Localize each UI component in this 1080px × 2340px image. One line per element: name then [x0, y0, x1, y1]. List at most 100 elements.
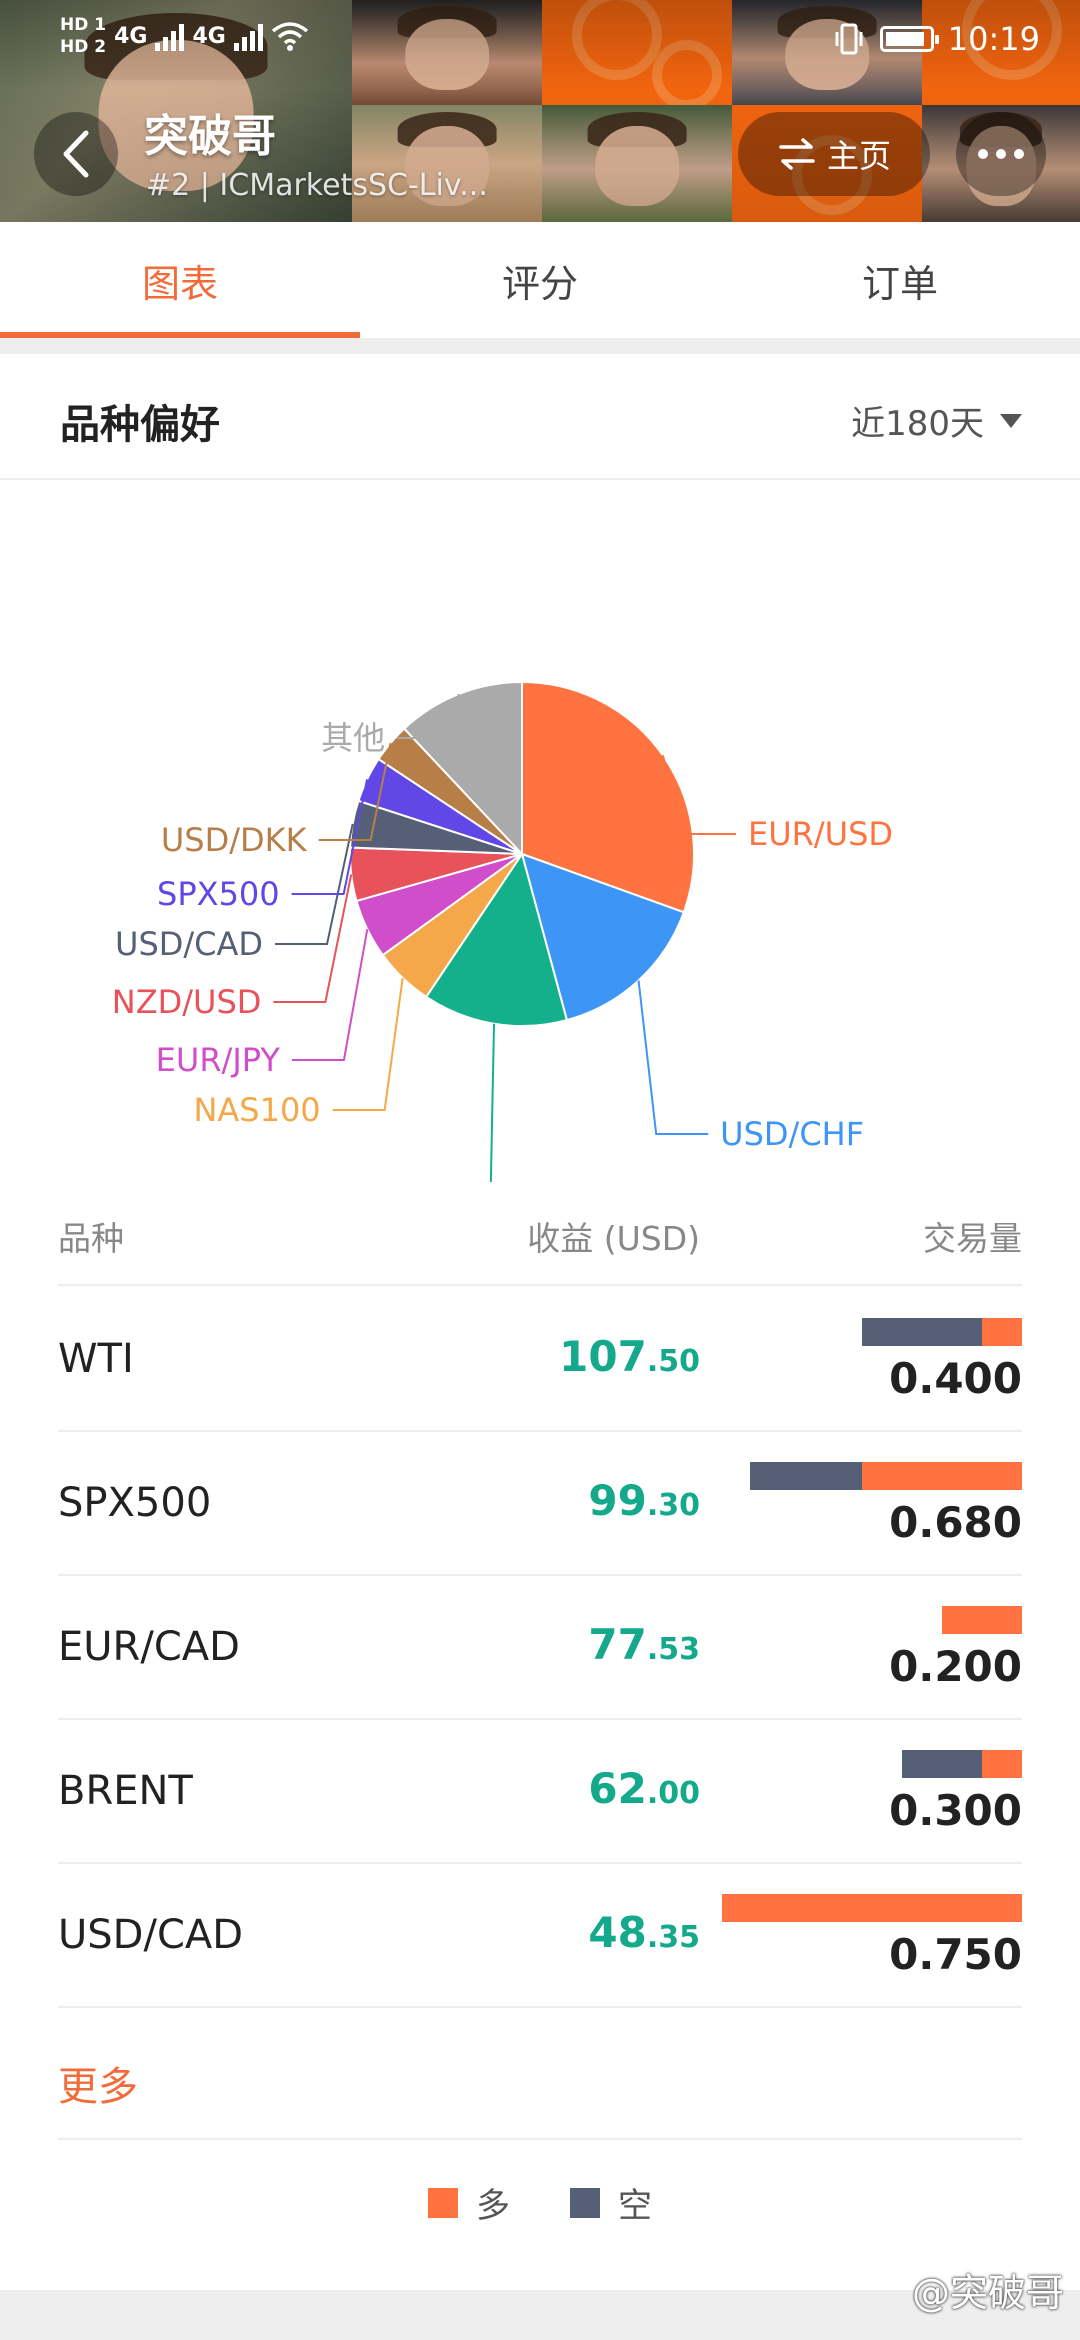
header-profit: 收益 (USD): [527, 1219, 700, 1258]
signal-icon: [233, 21, 263, 51]
table-row[interactable]: EUR/CAD 77.53 0.200: [58, 1576, 1022, 1720]
profit-cell: 99.30: [588, 1476, 700, 1525]
long-segment: [982, 1750, 1022, 1778]
pie-leader-line: [318, 742, 392, 841]
profile-name: 突破哥: [144, 111, 276, 162]
short-segment: [902, 1750, 982, 1778]
tab-chart[interactable]: 图表: [0, 222, 360, 338]
pie-leader-line: [437, 1023, 496, 1235]
table-row[interactable]: BRENT 62.00 0.300: [58, 1720, 1022, 1864]
swap-arrows-icon: [779, 138, 815, 170]
vibrate-icon: [835, 23, 863, 55]
caret-down-icon: [1000, 413, 1022, 428]
profit-cell: 48.35: [588, 1908, 700, 1957]
period-dropdown[interactable]: 近180天: [851, 396, 1022, 445]
pie-label: 其他: [321, 719, 385, 757]
volume-cell: 0.200: [889, 1642, 1022, 1691]
avatar-tile: [542, 105, 732, 222]
table-row[interactable]: WTI 107.50 0.400: [58, 1288, 1022, 1432]
watermark: @突破哥: [911, 2271, 1064, 2315]
short-segment: [862, 1318, 982, 1346]
more-link[interactable]: 更多: [58, 2014, 1022, 2140]
legend-long: 多: [428, 2178, 510, 2227]
volume-cell: 0.300: [889, 1786, 1022, 1835]
legend-short-label: 空: [618, 2186, 652, 2226]
pie-slice: [402, 680, 523, 857]
more-dots-icon: [978, 149, 1024, 159]
long-segment: [942, 1606, 1022, 1634]
table-header: 品种 收益 (USD) 交易量: [58, 1206, 1022, 1286]
pie-leader-line: [661, 754, 736, 835]
chevron-left-icon: [63, 130, 89, 178]
pie-leader-line: [397, 693, 460, 739]
symbol-cell: EUR/CAD: [58, 1624, 240, 1670]
more-button[interactable]: [956, 112, 1046, 196]
header-volume: 交易量: [923, 1219, 1022, 1258]
back-button[interactable]: [34, 112, 118, 196]
symbol-cell: BRENT: [58, 1768, 193, 1814]
short-swatch: [570, 2187, 600, 2218]
pie-leader-line: [273, 874, 353, 1003]
avatar-mosaic: [0, 0, 1080, 222]
profit-cell: 77.53: [588, 1620, 700, 1669]
legend-long-label: 多: [476, 2186, 510, 2226]
pie-leader-line: [637, 980, 709, 1135]
long-short-bar: [722, 1894, 1022, 1922]
long-short-bar: [750, 1462, 1022, 1490]
network-type-2: 4G: [192, 23, 226, 49]
avatar-tile: [732, 0, 922, 105]
pie-label: USD/CHF: [720, 1115, 864, 1153]
pie-leader-line: [291, 929, 369, 1061]
pie-label: EUR/JPY: [156, 1041, 281, 1079]
table-row[interactable]: SPX500 99.30 0.680: [58, 1432, 1022, 1576]
pie-chart-svg: EUR/USDUSD/CHFUSD/JPYNAS100EUR/JPYNZD/US…: [112, 680, 893, 1253]
pie-label: SPX500: [157, 875, 280, 913]
pie-label: USD/CAD: [115, 925, 263, 963]
profit-cell: 62.00: [588, 1764, 700, 1813]
volume-cell: 0.400: [889, 1354, 1022, 1403]
section-title: 品种偏好: [60, 402, 220, 448]
pie-label: USD/DKK: [161, 821, 308, 859]
pie-leader-line: [332, 977, 404, 1111]
avatar-tile: [922, 105, 1080, 222]
wifi-icon: [271, 22, 308, 51]
table-row[interactable]: USD/CAD 48.35 0.750: [58, 1864, 1022, 2008]
avatar-tile: [352, 0, 542, 105]
symbol-cell: SPX500: [58, 1480, 212, 1526]
pie-label: EUR/USD: [748, 815, 893, 853]
battery-icon: [879, 26, 939, 52]
avatar-tile: [732, 105, 922, 222]
pie-label: NZD/USD: [112, 983, 262, 1021]
long-short-bar: [902, 1750, 1022, 1778]
home-button[interactable]: 主页: [738, 112, 930, 196]
profit-cell: 107.50: [559, 1332, 700, 1381]
volume-cell: 0.680: [889, 1498, 1022, 1547]
tab-orders[interactable]: 订单: [861, 261, 938, 306]
signal-icon: [155, 21, 185, 51]
long-swatch: [428, 2187, 458, 2218]
long-segment: [862, 1462, 1022, 1490]
legend-short: 空: [570, 2178, 652, 2227]
volume-cell: 0.750: [889, 1930, 1022, 1979]
period-label: 近180天: [851, 404, 984, 444]
header-symbol: 品种: [58, 1219, 124, 1258]
pie-leader-line: [291, 779, 369, 895]
symbol-cell: WTI: [58, 1336, 134, 1382]
symbol-preference-header: 品种偏好 近180天: [0, 354, 1080, 480]
avatar-tile: [922, 0, 1080, 105]
status-bar: HD 1 HD 2 4G 4G 10:19: [0, 0, 1080, 80]
tab-bar: 图表 评分 订单: [0, 222, 1080, 340]
pie-label: NAS100: [193, 1091, 320, 1129]
hd2-indicator: HD 2: [60, 37, 107, 57]
home-label: 主页: [826, 137, 891, 175]
long-segment: [722, 1894, 1022, 1922]
tab-score[interactable]: 评分: [501, 261, 578, 306]
profile-header: HD 1 HD 2 4G 4G 10:19: [0, 0, 1080, 222]
clock: 10:19: [947, 20, 1040, 58]
network-type-1: 4G: [114, 23, 148, 49]
bar-legend: 多 空: [0, 2178, 1080, 2227]
symbol-cell: USD/CAD: [58, 1912, 244, 1958]
long-short-bar: [942, 1606, 1022, 1634]
symbol-pie-chart: EUR/USDUSD/CHFUSD/JPYNAS100EUR/JPYNZD/US…: [0, 482, 1080, 1253]
avatar-tile: [542, 0, 732, 105]
